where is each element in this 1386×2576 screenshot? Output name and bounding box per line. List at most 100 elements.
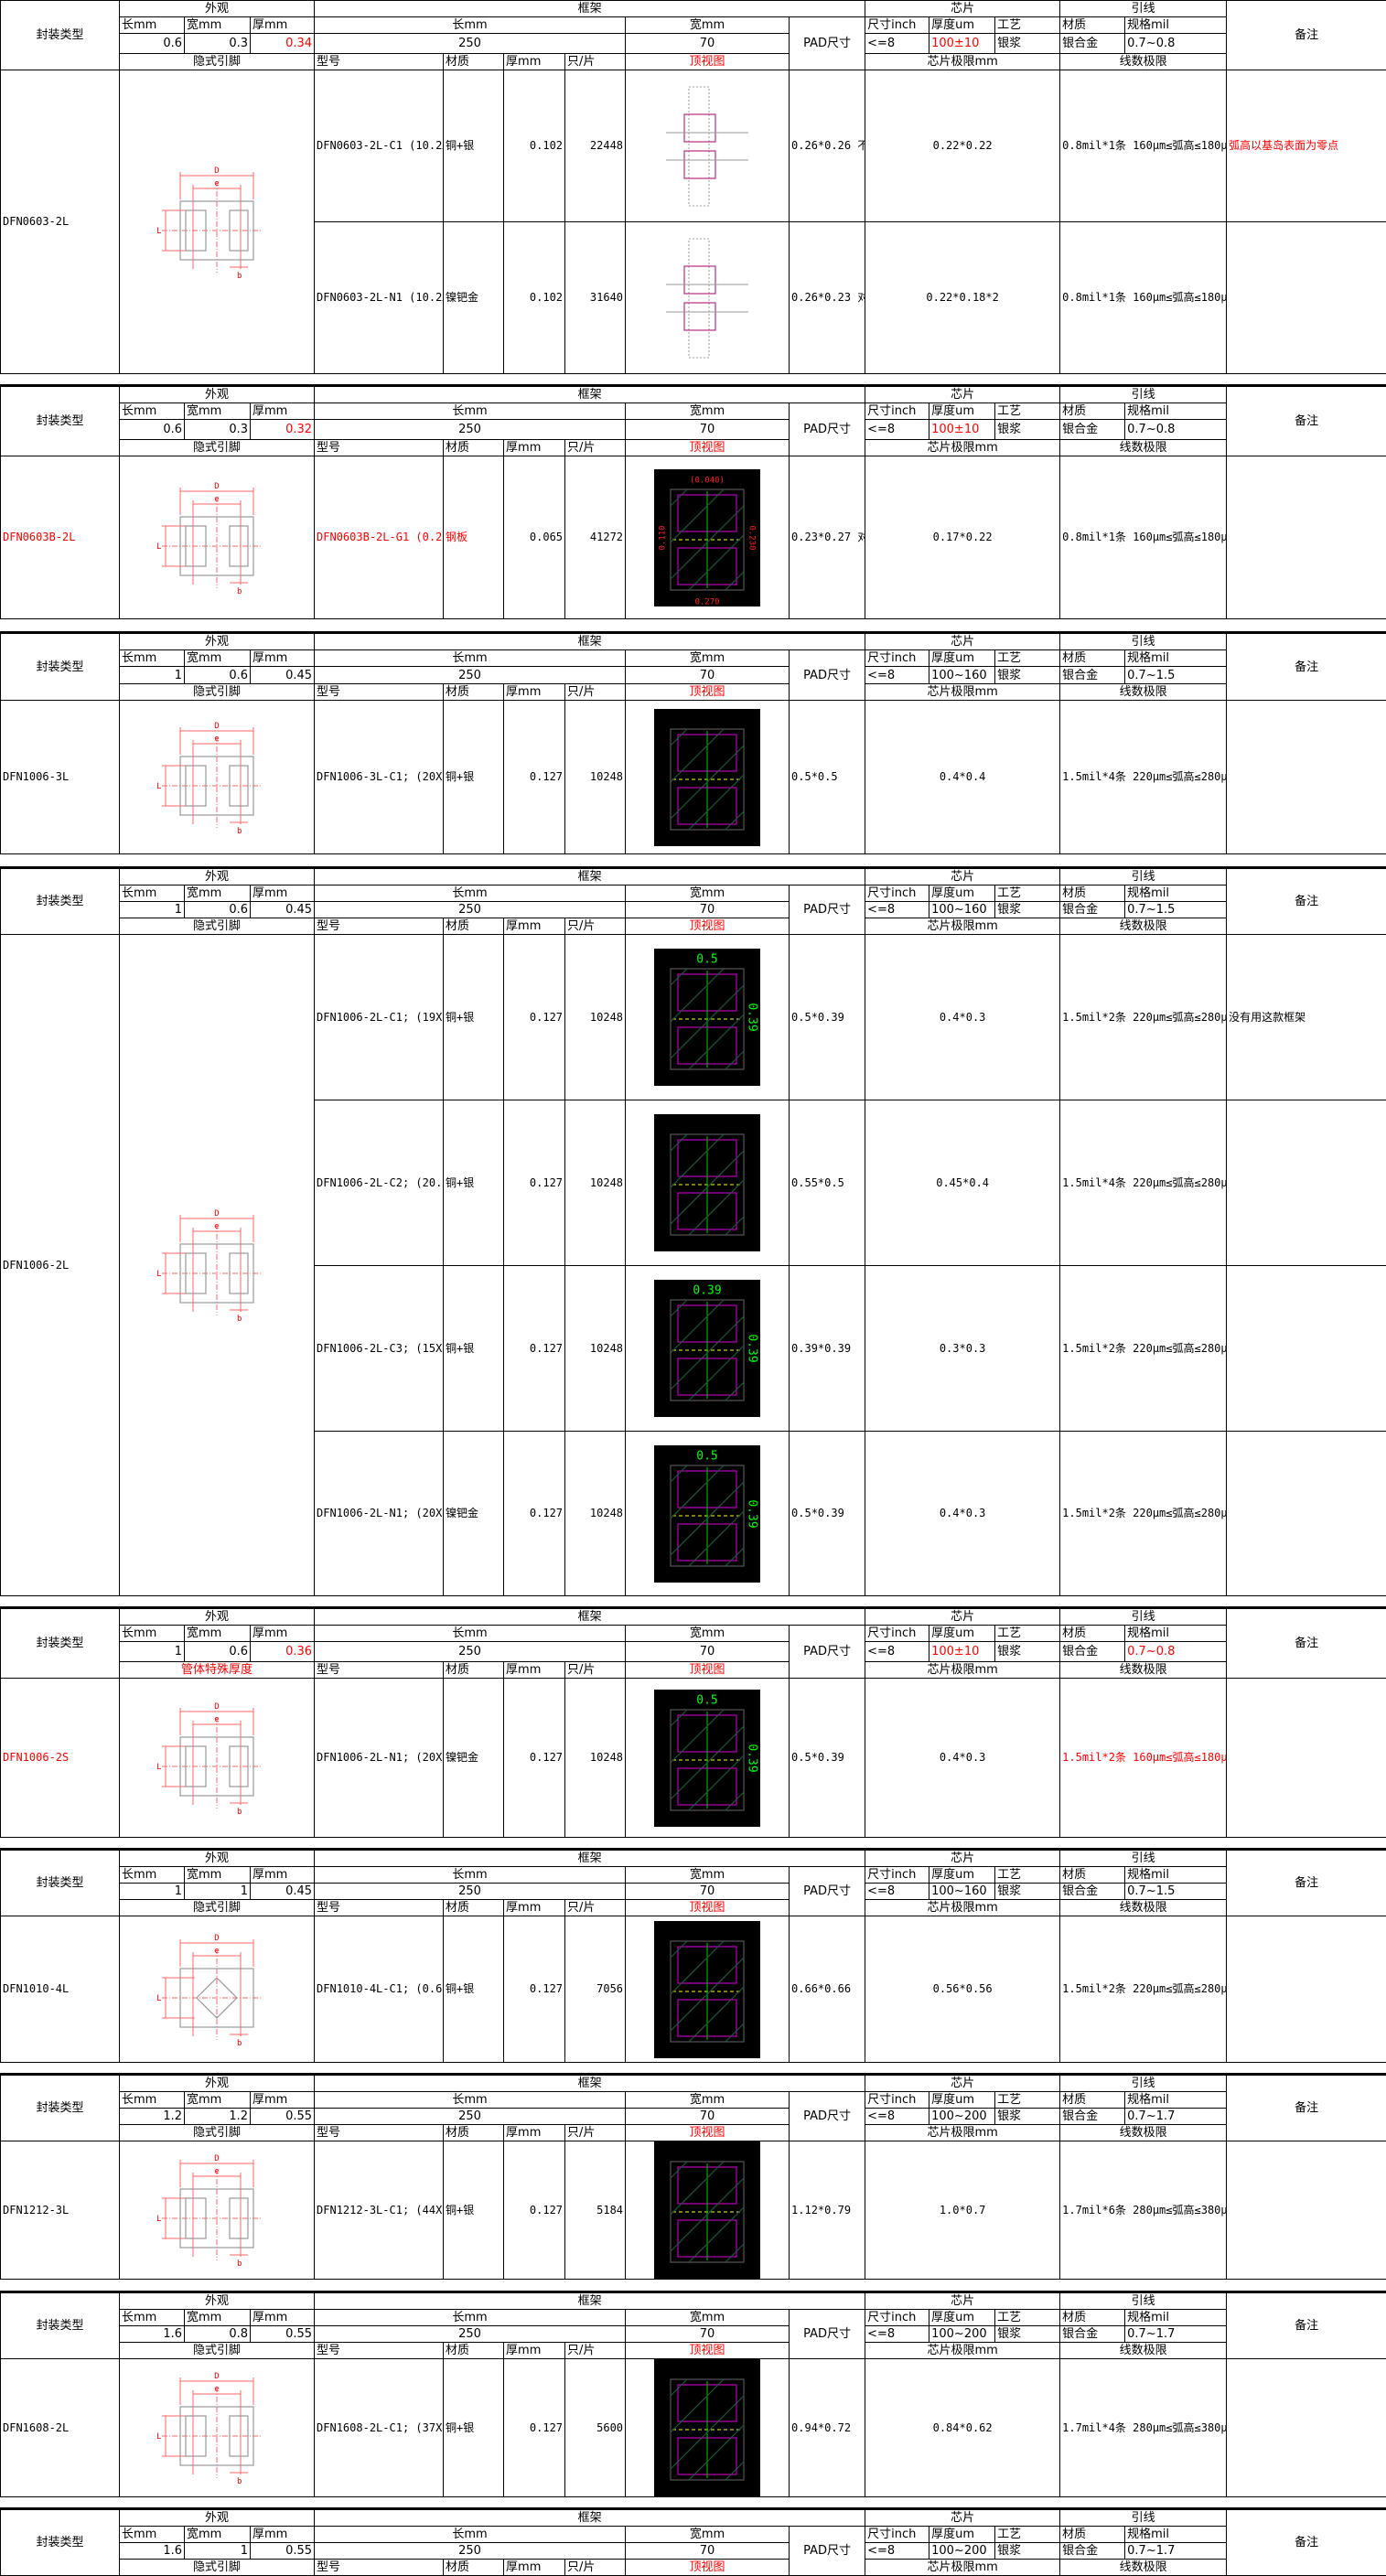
svg-text:e: e	[214, 1222, 219, 1231]
frame-material: 铜+银	[444, 1266, 504, 1432]
wire-spec-label: 规格mil	[1125, 403, 1227, 420]
units-per-sheet: 5184	[565, 2141, 626, 2280]
dimension-value: 1.2	[185, 2109, 251, 2125]
dimension-value: 1.6	[120, 2326, 185, 2343]
remark-header: 备注	[1227, 2076, 1386, 2141]
chip-thickness-label: 厚度um	[929, 403, 995, 420]
frame-length-label: 长mm	[315, 403, 626, 420]
chip-process-label: 工艺	[995, 1626, 1060, 1642]
wire-spec-label: 规格mil	[1125, 1867, 1227, 1884]
top-view	[626, 2359, 790, 2497]
chip-process-value: 银浆	[995, 1642, 1060, 1662]
top-view-dimension: 0.110	[659, 525, 668, 550]
wire-material-value: 银合金	[1060, 2326, 1125, 2343]
chip-process-label: 工艺	[995, 1867, 1060, 1884]
dimension-value: 0.3	[185, 34, 251, 54]
chip-process-label: 工艺	[995, 2310, 1060, 2326]
wire-limit: 1.7mil*4条 280μm≤弧高≤380μm	[1060, 2359, 1227, 2497]
wire-material-value: 银合金	[1060, 2543, 1125, 2560]
pad-size: 0.5*0.39	[790, 1679, 865, 1838]
section-spacer	[0, 619, 1386, 633]
chip-limit: 0.45*0.4	[865, 1100, 1060, 1266]
dimension-value: 1	[120, 902, 185, 918]
wire-material-label: 材质	[1060, 650, 1125, 667]
wire-spec-value: 0.7~0.8	[1125, 1642, 1227, 1662]
chip-header: 芯片	[865, 2076, 1060, 2092]
width-label: 宽mm	[185, 2310, 251, 2326]
chip-thickness-value: 100±10	[929, 34, 995, 54]
dimension-value: 0.45	[251, 902, 315, 918]
wire-header: 引线	[1060, 869, 1227, 886]
top-view-dimension: 0.39	[746, 1334, 759, 1362]
chip-thickness-value: 100~200	[929, 2109, 995, 2125]
per-sheet-label: 只/片	[565, 2343, 626, 2359]
frame-material: 铜+银	[444, 2359, 504, 2497]
length-label: 长mm	[120, 1867, 185, 1884]
dimension-value: 0.45	[251, 667, 315, 684]
svg-text:L: L	[156, 1270, 161, 1279]
wire-limit: 0.8mil*1条 160μm≤弧高≤180μm	[1060, 222, 1227, 374]
pin-type-label: 隐式引脚	[120, 54, 315, 70]
top-view-dimension: (0.040)	[690, 476, 725, 485]
wire-header: 引线	[1060, 2510, 1227, 2527]
svg-text:e: e	[214, 735, 219, 744]
frame-width-value: 70	[626, 1884, 790, 1900]
dimension-value: 0.6	[185, 902, 251, 918]
frame-thickness-label: 厚mm	[504, 2560, 565, 2576]
frame-width-label: 宽mm	[626, 17, 790, 34]
dimension-value: 0.55	[251, 2326, 315, 2343]
package-name: DFN1010-4L	[1, 1916, 120, 2063]
chip-process-value: 银浆	[995, 34, 1060, 54]
frame-model: DFN1006-3L-C1; (20X20)	[315, 701, 444, 854]
wire-limit: 1.5mil*4条 220μm≤弧高≤280μm	[1060, 701, 1227, 854]
chip-header: 芯片	[865, 869, 1060, 886]
chip-limit: 0.56*0.56	[865, 1916, 1060, 2063]
chip-limit: 0.17*0.22	[865, 456, 1060, 619]
length-label: 长mm	[120, 1626, 185, 1642]
appearance-header: 外观	[120, 869, 315, 886]
frame-material: 铜+银	[444, 1916, 504, 2063]
svg-text:e: e	[214, 1715, 219, 1724]
chip-header: 芯片	[865, 634, 1060, 650]
width-label: 宽mm	[185, 1867, 251, 1884]
frame-model: DFN0603B-2L-G1 (0.23*0.27 0.23*0.27)-0.0…	[315, 456, 444, 619]
package-type-header: 封装类型	[1, 2510, 120, 2576]
top-view-cad-image	[654, 1114, 760, 1251]
package-name: DFN1212-3L	[1, 2141, 120, 2280]
pad-size-header: PAD尺寸	[790, 2310, 865, 2359]
top-view-label: 顶视图	[626, 918, 790, 935]
frame-material: 镍钯金	[444, 1432, 504, 1596]
frame-width-value: 70	[626, 2109, 790, 2125]
appearance-header: 外观	[120, 1851, 315, 1867]
svg-text:L: L	[156, 1763, 161, 1772]
frame-width-value: 70	[626, 420, 790, 440]
chip-process-value: 银浆	[995, 2326, 1060, 2343]
section-spacer	[0, 2063, 1386, 2075]
frame-model: DFN1212-3L-C1; (44X31)	[315, 2141, 444, 2280]
appearance-header: 外观	[120, 1, 315, 17]
svg-text:e: e	[214, 495, 219, 504]
frame-thickness-label: 厚mm	[504, 684, 565, 701]
wire-limit-label: 线数极限	[1060, 2125, 1227, 2141]
frame-material: 钢板	[444, 456, 504, 619]
package-type-header: 封装类型	[1, 2293, 120, 2359]
chip-limit-label: 芯片极限mm	[865, 684, 1060, 701]
wire-material-value: 银合金	[1060, 667, 1125, 684]
frame-model: DFN0603-2L-C1 (10.2X7.4 10.2X10.2)	[315, 70, 444, 222]
pad-size: 0.23*0.27 对称	[790, 456, 865, 619]
chip-thickness-label: 厚度um	[929, 2092, 995, 2109]
wire-header: 引线	[1060, 634, 1227, 650]
package-type-header: 封装类型	[1, 1, 120, 70]
